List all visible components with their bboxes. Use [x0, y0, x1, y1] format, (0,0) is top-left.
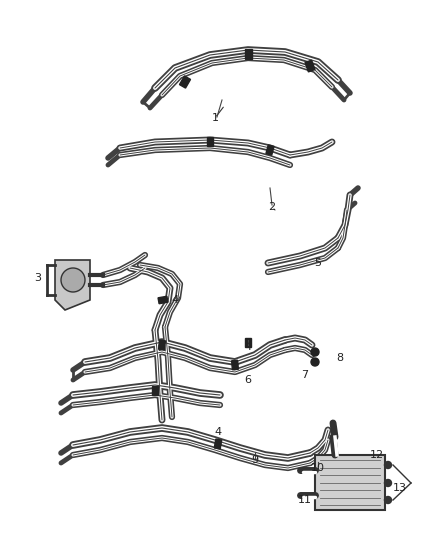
Bar [214, 439, 222, 449]
Circle shape [385, 497, 392, 504]
Bar [180, 76, 191, 88]
Bar [244, 49, 251, 59]
Text: 4: 4 [215, 427, 222, 437]
Text: 8: 8 [336, 353, 343, 363]
Bar [245, 337, 251, 346]
Text: 2: 2 [268, 202, 276, 212]
Bar [305, 60, 315, 72]
Text: 4: 4 [244, 342, 251, 352]
Text: 3: 3 [35, 273, 42, 283]
Circle shape [61, 268, 85, 292]
Bar [159, 340, 166, 350]
Bar [266, 145, 274, 155]
Bar [207, 136, 213, 146]
Polygon shape [55, 260, 90, 310]
Text: 7: 7 [301, 370, 308, 380]
Bar [315, 455, 385, 510]
Text: 12: 12 [370, 450, 384, 460]
Text: 9: 9 [251, 455, 258, 465]
Circle shape [385, 462, 392, 469]
Bar [152, 385, 158, 394]
Text: 4: 4 [171, 295, 179, 305]
Bar [158, 296, 168, 304]
Text: 5: 5 [314, 258, 321, 268]
Circle shape [311, 348, 319, 356]
Text: 1: 1 [212, 113, 219, 123]
Text: 11: 11 [298, 495, 312, 505]
Bar [232, 360, 238, 370]
Circle shape [385, 480, 392, 487]
Text: 13: 13 [393, 483, 407, 493]
Circle shape [311, 358, 319, 366]
Text: 6: 6 [244, 375, 251, 385]
Text: 10: 10 [311, 463, 325, 473]
